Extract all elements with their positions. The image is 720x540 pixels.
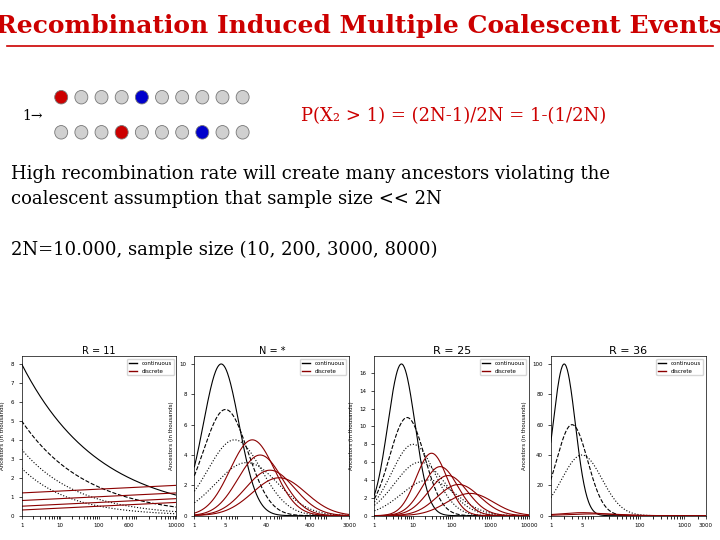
Text: 1→: 1→ <box>22 109 42 123</box>
Ellipse shape <box>95 91 108 104</box>
Ellipse shape <box>135 91 148 104</box>
Text: Recombination Induced Multiple Coalescent Events: Recombination Induced Multiple Coalescen… <box>0 14 720 37</box>
Ellipse shape <box>75 91 88 104</box>
Ellipse shape <box>216 126 229 139</box>
Ellipse shape <box>55 126 68 139</box>
Title: R = 36: R = 36 <box>609 346 647 356</box>
Y-axis label: Ancestors (in thousands): Ancestors (in thousands) <box>0 402 5 470</box>
Y-axis label: Ancestors (in thousands): Ancestors (in thousands) <box>349 402 354 470</box>
Ellipse shape <box>156 126 168 139</box>
Text: P(X₂ > 1) = (2N-1)/2N = 1-(1/2N): P(X₂ > 1) = (2N-1)/2N = 1-(1/2N) <box>301 107 606 125</box>
Ellipse shape <box>115 126 128 139</box>
Ellipse shape <box>176 91 189 104</box>
Ellipse shape <box>236 91 249 104</box>
Legend: continuous, discrete: continuous, discrete <box>480 359 526 375</box>
Title: N = *: N = * <box>258 346 285 356</box>
Ellipse shape <box>216 91 229 104</box>
Ellipse shape <box>135 126 148 139</box>
Ellipse shape <box>75 126 88 139</box>
Y-axis label: Ancestors (in thousands): Ancestors (in thousands) <box>522 402 527 470</box>
Ellipse shape <box>115 91 128 104</box>
Y-axis label: Ancestors (in thousands): Ancestors (in thousands) <box>169 402 174 470</box>
Title: R = 11: R = 11 <box>82 346 116 356</box>
Ellipse shape <box>196 91 209 104</box>
Ellipse shape <box>55 91 68 104</box>
Ellipse shape <box>156 91 168 104</box>
Ellipse shape <box>236 126 249 139</box>
Ellipse shape <box>95 126 108 139</box>
Text: High recombination rate will create many ancestors violating the
coalescent assu: High recombination rate will create many… <box>11 165 610 208</box>
Title: R = 25: R = 25 <box>433 346 471 356</box>
Legend: continuous, discrete: continuous, discrete <box>127 359 174 375</box>
Ellipse shape <box>196 126 209 139</box>
Legend: continuous, discrete: continuous, discrete <box>657 359 703 375</box>
Legend: continuous, discrete: continuous, discrete <box>300 359 346 375</box>
Text: 2N=10.000, sample size (10, 200, 3000, 8000): 2N=10.000, sample size (10, 200, 3000, 8… <box>11 240 437 259</box>
Ellipse shape <box>176 126 189 139</box>
